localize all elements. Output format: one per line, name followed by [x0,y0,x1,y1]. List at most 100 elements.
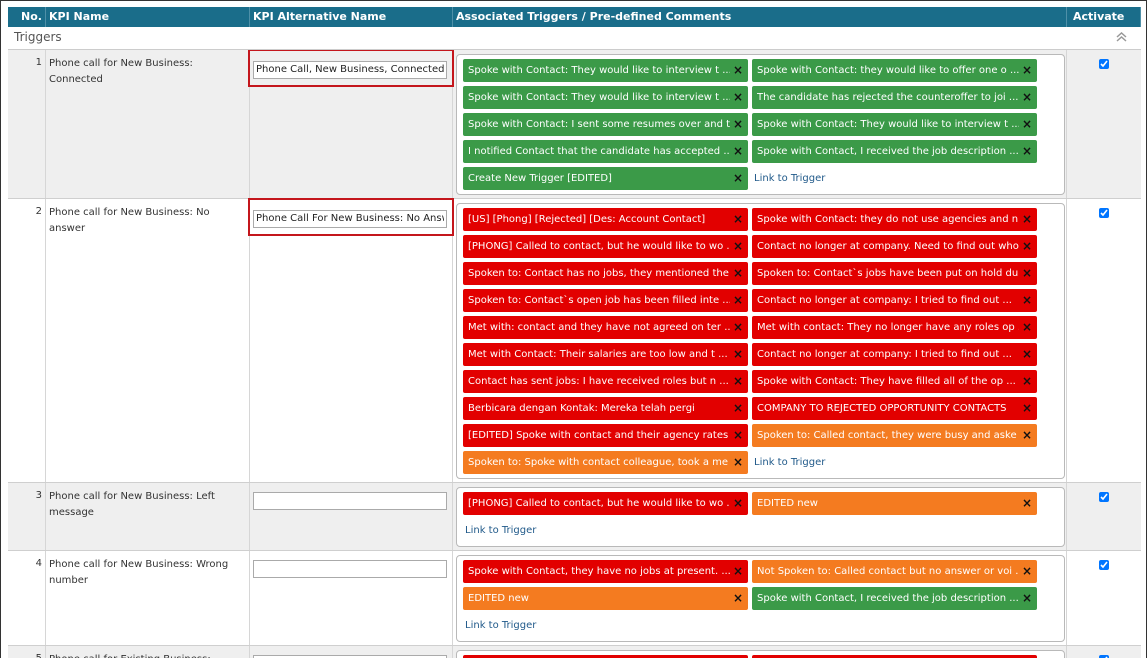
trigger-tag[interactable]: [PHONG] Called to contact, but he would … [463,235,748,258]
trigger-tag[interactable]: EDITED new × [463,587,748,610]
trigger-box: [PHONG] Called to contact, but he would … [456,487,1065,547]
remove-icon[interactable]: × [732,239,743,253]
trigger-tag[interactable]: Met with Contact: Their salaries are too… [463,655,748,658]
trigger-tag[interactable]: Spoke with Contact: They would like to i… [463,86,748,109]
trigger-tag[interactable]: Spoke with Contact: they would like to o… [752,59,1037,82]
trigger-tag[interactable]: Spoken to: Contact`s jobs have been put … [752,262,1037,285]
trigger-text: Spoke with Contact: they would like to o… [757,65,1019,76]
remove-icon[interactable]: × [732,320,743,334]
trigger-tag[interactable]: Spoken to: Contact has no jobs, they men… [463,262,748,285]
remove-icon[interactable]: × [732,90,743,104]
activate-cell [1067,551,1141,645]
trigger-tag[interactable]: Contact no longer at company: I tried to… [752,655,1037,658]
remove-icon[interactable]: × [1021,320,1032,334]
remove-icon[interactable]: × [732,63,743,77]
section-title: Triggers [14,30,62,44]
remove-icon[interactable]: × [1021,496,1032,510]
alt-name-wrap [248,649,454,658]
remove-icon[interactable]: × [732,564,743,578]
trigger-tag[interactable]: Contact no longer at company: I tried to… [752,289,1037,312]
alt-name-input[interactable] [253,60,447,79]
trigger-tag[interactable]: [EDITED] Spoke with contact and their ag… [463,424,748,447]
remove-icon[interactable]: × [732,117,743,131]
remove-icon[interactable]: × [1021,212,1032,226]
remove-icon[interactable]: × [732,374,743,388]
remove-icon[interactable]: × [1021,374,1032,388]
collapse-icon[interactable] [1116,32,1127,42]
remove-icon[interactable]: × [732,144,743,158]
remove-icon[interactable]: × [732,591,743,605]
remove-icon[interactable]: × [1021,591,1032,605]
trigger-tag[interactable]: Spoken to: Spoke with contact colleague,… [463,451,748,474]
remove-icon[interactable]: × [732,496,743,510]
trigger-tag[interactable]: Contact no longer at company. Need to fi… [752,235,1037,258]
triggers-cell: Spoke with Contact: They would like to i… [453,50,1067,198]
remove-icon[interactable]: × [1021,293,1032,307]
remove-icon[interactable]: × [732,347,743,361]
trigger-tag[interactable]: Contact has sent jobs: I have received r… [463,370,748,393]
trigger-tag[interactable]: Spoke with Contact: I sent some resumes … [463,113,748,136]
remove-icon[interactable]: × [732,266,743,280]
alt-name-input[interactable] [253,209,447,228]
alt-name-input[interactable] [253,654,447,658]
trigger-tag[interactable]: Berbicara dengan Kontak: Mereka telah pe… [463,397,748,420]
remove-icon[interactable]: × [1021,564,1032,578]
remove-icon[interactable]: × [1021,90,1032,104]
trigger-tag[interactable]: [US] [Phong] [Rejected] [Des: Account Co… [463,208,748,231]
remove-icon[interactable]: × [1021,63,1032,77]
trigger-tag[interactable]: EDITED new × [752,492,1037,515]
trigger-tag[interactable]: Spoke with Contact, they have no jobs at… [463,560,748,583]
alt-name-input[interactable] [253,491,447,510]
remove-icon[interactable]: × [732,171,743,185]
link-to-trigger[interactable]: Link to Trigger [465,620,537,631]
link-to-trigger[interactable]: Link to Trigger [465,525,537,536]
alt-name-cell [248,49,454,198]
trigger-tag[interactable]: Create New Trigger [EDITED] × [463,167,748,190]
trigger-tag[interactable]: Not Spoken to: Called contact but no ans… [752,560,1037,583]
trigger-tag[interactable]: COMPANY TO REJECTED OPPORTUNITY CONTACTS… [752,397,1037,420]
trigger-tag[interactable]: I notified Contact that the candidate ha… [463,140,748,163]
activate-cell [1067,199,1141,482]
remove-icon[interactable]: × [732,401,743,415]
remove-icon[interactable]: × [732,455,743,469]
trigger-text: [EDITED] Spoke with contact and their ag… [468,430,730,441]
trigger-tag[interactable]: Spoke with Contact: They have filled all… [752,370,1037,393]
remove-icon[interactable]: × [1021,117,1032,131]
remove-icon[interactable]: × [1021,239,1032,253]
trigger-tag[interactable]: Met with Contact: Their salaries are too… [463,343,748,366]
trigger-tag[interactable]: Met with contact: They no longer have an… [752,316,1037,339]
remove-icon[interactable]: × [1021,266,1032,280]
trigger-tag[interactable]: Spoke with Contact, I received the job d… [752,587,1037,610]
activate-checkbox[interactable] [1099,560,1109,570]
trigger-tag[interactable]: Spoke with Contact, I received the job d… [752,140,1037,163]
trigger-text: [US] [Phong] [Rejected] [Des: Account Co… [468,214,706,225]
trigger-text: Not Spoken to: Called contact but no ans… [757,566,1019,577]
trigger-tag[interactable]: The candidate has rejected the counterof… [752,86,1037,109]
alt-name-input[interactable] [253,559,447,578]
trigger-tag[interactable]: Spoken to: Called contact, they were bus… [752,424,1037,447]
remove-icon[interactable]: × [1021,144,1032,158]
remove-icon[interactable]: × [1021,428,1032,442]
remove-icon[interactable]: × [1021,401,1032,415]
activate-checkbox[interactable] [1099,208,1109,218]
section-row: Triggers [8,27,1141,50]
trigger-tag[interactable]: Spoke with Contact: They would like to i… [463,59,748,82]
link-to-trigger[interactable]: Link to Trigger [754,457,826,468]
trigger-tag[interactable]: Spoke with Contact: they do not use agen… [752,208,1037,231]
trigger-tag[interactable]: [PHONG] Called to contact, but he would … [463,492,748,515]
link-to-trigger[interactable]: Link to Trigger [754,173,826,184]
trigger-text: Spoken to: Contact`s open job has been f… [468,295,730,306]
remove-icon[interactable]: × [1021,347,1032,361]
activate-checkbox[interactable] [1099,655,1109,658]
trigger-text: COMPANY TO REJECTED OPPORTUNITY CONTACTS [757,403,1007,414]
remove-icon[interactable]: × [732,293,743,307]
trigger-tag[interactable]: Spoke with Contact: They would like to i… [752,113,1037,136]
trigger-tag[interactable]: Met with: contact and they have not agre… [463,316,748,339]
trigger-text: Spoke with Contact, I received the job d… [757,593,1019,604]
remove-icon[interactable]: × [732,428,743,442]
remove-icon[interactable]: × [732,212,743,226]
activate-checkbox[interactable] [1099,492,1109,502]
trigger-tag[interactable]: Contact no longer at company: I tried to… [752,343,1037,366]
activate-checkbox[interactable] [1099,59,1109,69]
trigger-tag[interactable]: Spoken to: Contact`s open job has been f… [463,289,748,312]
